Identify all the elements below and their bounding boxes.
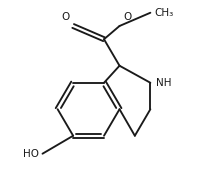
Text: NH: NH (156, 78, 172, 88)
Text: O: O (61, 12, 69, 22)
Text: O: O (123, 12, 131, 22)
Text: HO: HO (23, 149, 39, 159)
Text: CH₃: CH₃ (154, 8, 173, 18)
